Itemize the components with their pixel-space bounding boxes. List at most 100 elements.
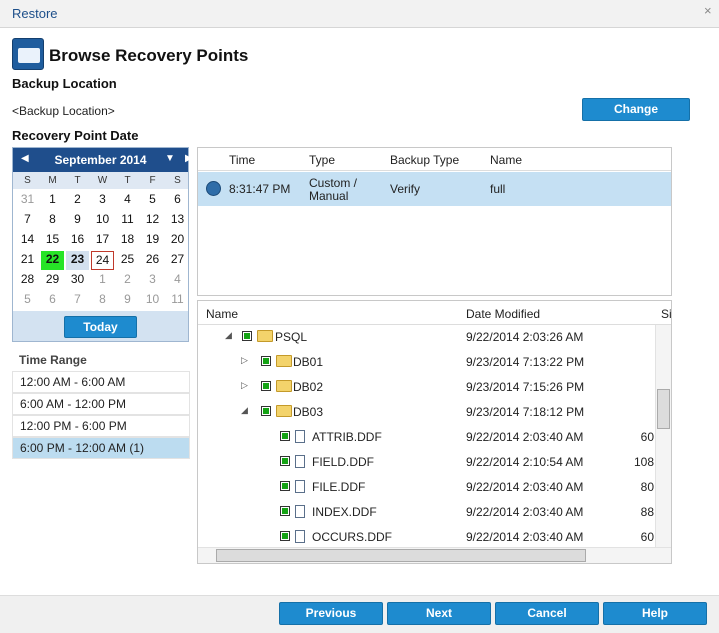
calendar-day[interactable]: 31 <box>20 192 35 206</box>
cell: Verify <box>390 182 421 196</box>
calendar-day[interactable]: 3 <box>149 272 156 286</box>
calendar-day[interactable]: 25 <box>120 252 135 266</box>
calendar-day[interactable]: 1 <box>49 192 56 206</box>
file-name: DB03 <box>293 405 324 419</box>
next-month[interactable]: ▶ <box>185 153 193 164</box>
prev-month[interactable]: ◀ <box>21 153 29 164</box>
today-button[interactable]: Today <box>64 316 137 338</box>
checkbox[interactable] <box>280 531 290 541</box>
date-modified: 9/23/2014 7:18:12 PM <box>466 405 585 419</box>
file-size: 108 <box>633 455 654 469</box>
date-modified: 9/22/2014 2:03:40 AM <box>466 530 584 544</box>
checkbox[interactable] <box>280 431 290 441</box>
selected-row[interactable] <box>198 172 671 206</box>
calendar-day[interactable]: 9 <box>74 212 81 226</box>
title-bar <box>0 0 719 28</box>
calendar-day[interactable]: 28 <box>20 272 35 286</box>
footer-button[interactable]: Cancel <box>495 602 599 625</box>
checkbox[interactable] <box>261 406 271 416</box>
calendar-day[interactable]: 11 <box>121 212 134 226</box>
calendar-day[interactable]: 3 <box>99 192 106 206</box>
calendar-day[interactable]: 2 <box>74 192 81 206</box>
checkbox[interactable] <box>242 331 252 341</box>
calendar-day[interactable]: 19 <box>145 232 160 246</box>
time-range-item[interactable]: 12:00 AM - 6:00 AM <box>12 371 190 393</box>
calendar-day[interactable]: 18 <box>120 232 135 246</box>
checkbox[interactable] <box>261 381 271 391</box>
calendar-day[interactable]: 23 <box>66 251 89 270</box>
calendar-day[interactable]: 10 <box>145 292 160 306</box>
calendar-day[interactable]: 7 <box>24 212 31 226</box>
calendar-day[interactable]: 14 <box>20 232 35 246</box>
footer-button[interactable]: Next <box>387 602 491 625</box>
time-range-item[interactable]: 6:00 AM - 12:00 PM <box>12 393 190 415</box>
calendar-day[interactable]: 7 <box>74 292 81 306</box>
recovery-points-table: Time Type Backup Type Name 8:31:47 PM Custom … <box>197 147 672 296</box>
footer-button[interactable]: Help <box>603 602 707 625</box>
month-dropdown[interactable]: ▼ <box>165 153 175 164</box>
scroll-thumb[interactable] <box>657 389 670 429</box>
vertical-scrollbar[interactable] <box>655 325 671 547</box>
calendar-day[interactable]: 13 <box>170 212 185 226</box>
calendar-day[interactable]: 8 <box>49 212 56 226</box>
calendar-day[interactable]: 26 <box>145 252 160 266</box>
scroll-thumb[interactable] <box>216 549 586 562</box>
calendar-day[interactable]: 11 <box>171 292 184 306</box>
calendar-day[interactable]: 22 <box>41 251 64 270</box>
weekday: S <box>24 175 31 186</box>
date-modified: 9/23/2014 7:15:26 PM <box>466 380 585 394</box>
date-modified: 9/22/2014 2:03:40 AM <box>466 480 584 494</box>
calendar-day[interactable]: 30 <box>70 272 85 286</box>
dialog-title: Restore <box>12 6 58 21</box>
file-size: 88 <box>640 505 654 519</box>
calendar-day[interactable]: 12 <box>145 212 160 226</box>
calendar-day[interactable]: 17 <box>95 232 110 246</box>
file-name: ATTRIB.DDF <box>312 430 382 444</box>
checkbox[interactable] <box>261 356 271 366</box>
footer-button[interactable]: Previous <box>279 602 383 625</box>
checkbox[interactable] <box>280 456 290 466</box>
calendar-day[interactable]: 27 <box>170 252 185 266</box>
cell: full <box>490 182 506 196</box>
file-icon <box>295 455 305 468</box>
folder-glyph <box>18 48 40 63</box>
expander[interactable]: ◢ <box>225 330 232 340</box>
section-label: Backup Location <box>12 76 117 91</box>
calendar-day[interactable]: 16 <box>70 232 85 246</box>
calendar-day[interactable]: 5 <box>149 192 156 206</box>
expander[interactable]: ◢ <box>241 405 248 415</box>
checkbox[interactable] <box>280 506 290 516</box>
calendar-day[interactable]: 10 <box>95 212 110 226</box>
calendar-day[interactable]: 1 <box>99 272 106 286</box>
time-range-item[interactable]: 6:00 PM - 12:00 AM (1) <box>12 437 190 459</box>
calendar-day[interactable]: 2 <box>124 272 131 286</box>
file-icon <box>295 530 305 543</box>
checkbox[interactable] <box>280 481 290 491</box>
calendar-day[interactable]: 20 <box>170 232 185 246</box>
calendar-day[interactable]: 15 <box>45 232 60 246</box>
column-header: Time <box>229 153 256 167</box>
cell: 8:31:47 PM <box>229 182 291 196</box>
recovery-point-icon <box>206 181 221 196</box>
calendar-day[interactable]: 4 <box>124 192 131 206</box>
file-icon <box>295 480 305 493</box>
change-button[interactable]: Change <box>582 98 690 121</box>
calendar-day[interactable]: 21 <box>20 252 35 266</box>
time-range-item[interactable]: 12:00 PM - 6:00 PM <box>12 415 190 437</box>
calendar-day[interactable]: 9 <box>124 292 131 306</box>
expander[interactable]: ▷ <box>241 355 248 365</box>
calendar-day[interactable]: 4 <box>174 272 181 286</box>
file-name: FIELD.DDF <box>312 455 375 469</box>
weekday: W <box>97 175 108 186</box>
expander[interactable]: ▷ <box>241 380 248 390</box>
calendar-day[interactable]: 29 <box>45 272 60 286</box>
date-modified: 9/23/2014 7:13:22 PM <box>466 355 585 369</box>
table-header <box>198 148 671 171</box>
calendar-day[interactable]: 8 <box>99 292 106 306</box>
calendar-day[interactable]: 24 <box>91 251 114 270</box>
folder-icon <box>276 380 292 392</box>
calendar-day[interactable]: 6 <box>49 292 56 306</box>
close-button[interactable]: × <box>704 3 712 18</box>
calendar-day[interactable]: 5 <box>24 292 31 306</box>
calendar-day[interactable]: 6 <box>174 192 181 206</box>
